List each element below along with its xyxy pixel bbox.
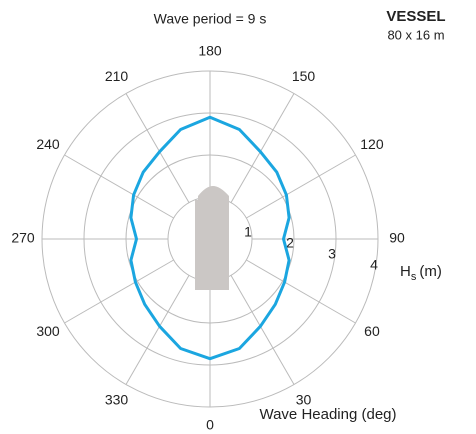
theta-tick-label: 30 bbox=[296, 392, 312, 408]
vessel-shape bbox=[195, 186, 229, 290]
theta-tick-label: 240 bbox=[36, 136, 60, 152]
grid-spoke bbox=[125, 93, 190, 203]
theta-tick-label: 270 bbox=[11, 230, 35, 246]
theta-tick-label: 150 bbox=[292, 68, 316, 84]
r-label-main: H bbox=[400, 263, 411, 280]
grid-spoke bbox=[64, 154, 174, 219]
r-tick-label: 2 bbox=[286, 235, 294, 251]
grid-spoke bbox=[246, 154, 356, 219]
series-line bbox=[129, 115, 291, 361]
grid-spoke bbox=[230, 93, 295, 203]
grid-spoke bbox=[125, 275, 190, 385]
vessel-name: VESSEL bbox=[386, 8, 445, 25]
theta-tick-label: 180 bbox=[198, 43, 222, 59]
theta-tick-label: 60 bbox=[364, 323, 380, 339]
grid-spoke bbox=[246, 259, 356, 324]
theta-tick-label: 90 bbox=[389, 230, 405, 246]
grid-spoke bbox=[230, 275, 295, 385]
theta-tick-label: 210 bbox=[105, 68, 129, 84]
vessel-size: 80 x 16 m bbox=[387, 27, 444, 42]
r-label-unit: (m) bbox=[419, 263, 442, 280]
grid-spoke bbox=[64, 259, 174, 324]
theta-label: Wave Heading (deg) bbox=[259, 406, 396, 423]
r-label-sub: s bbox=[411, 271, 417, 283]
chart-title: Wave period = 9 s bbox=[154, 11, 267, 27]
r-label: Hs (m) bbox=[400, 263, 442, 283]
theta-tick-label: 300 bbox=[36, 323, 60, 339]
theta-tick-label: 0 bbox=[206, 417, 214, 433]
theta-tick-label: 330 bbox=[105, 392, 129, 408]
r-tick-label: 3 bbox=[328, 246, 336, 262]
plot bbox=[129, 115, 291, 361]
grid: 0 30 60 90 120 150 180 210 240 270 300 330 1 2 3 4 bbox=[11, 43, 405, 433]
r-tick-label: 1 bbox=[244, 224, 252, 240]
r-tick-label: 4 bbox=[370, 256, 378, 272]
theta-tick-label: 120 bbox=[360, 136, 384, 152]
